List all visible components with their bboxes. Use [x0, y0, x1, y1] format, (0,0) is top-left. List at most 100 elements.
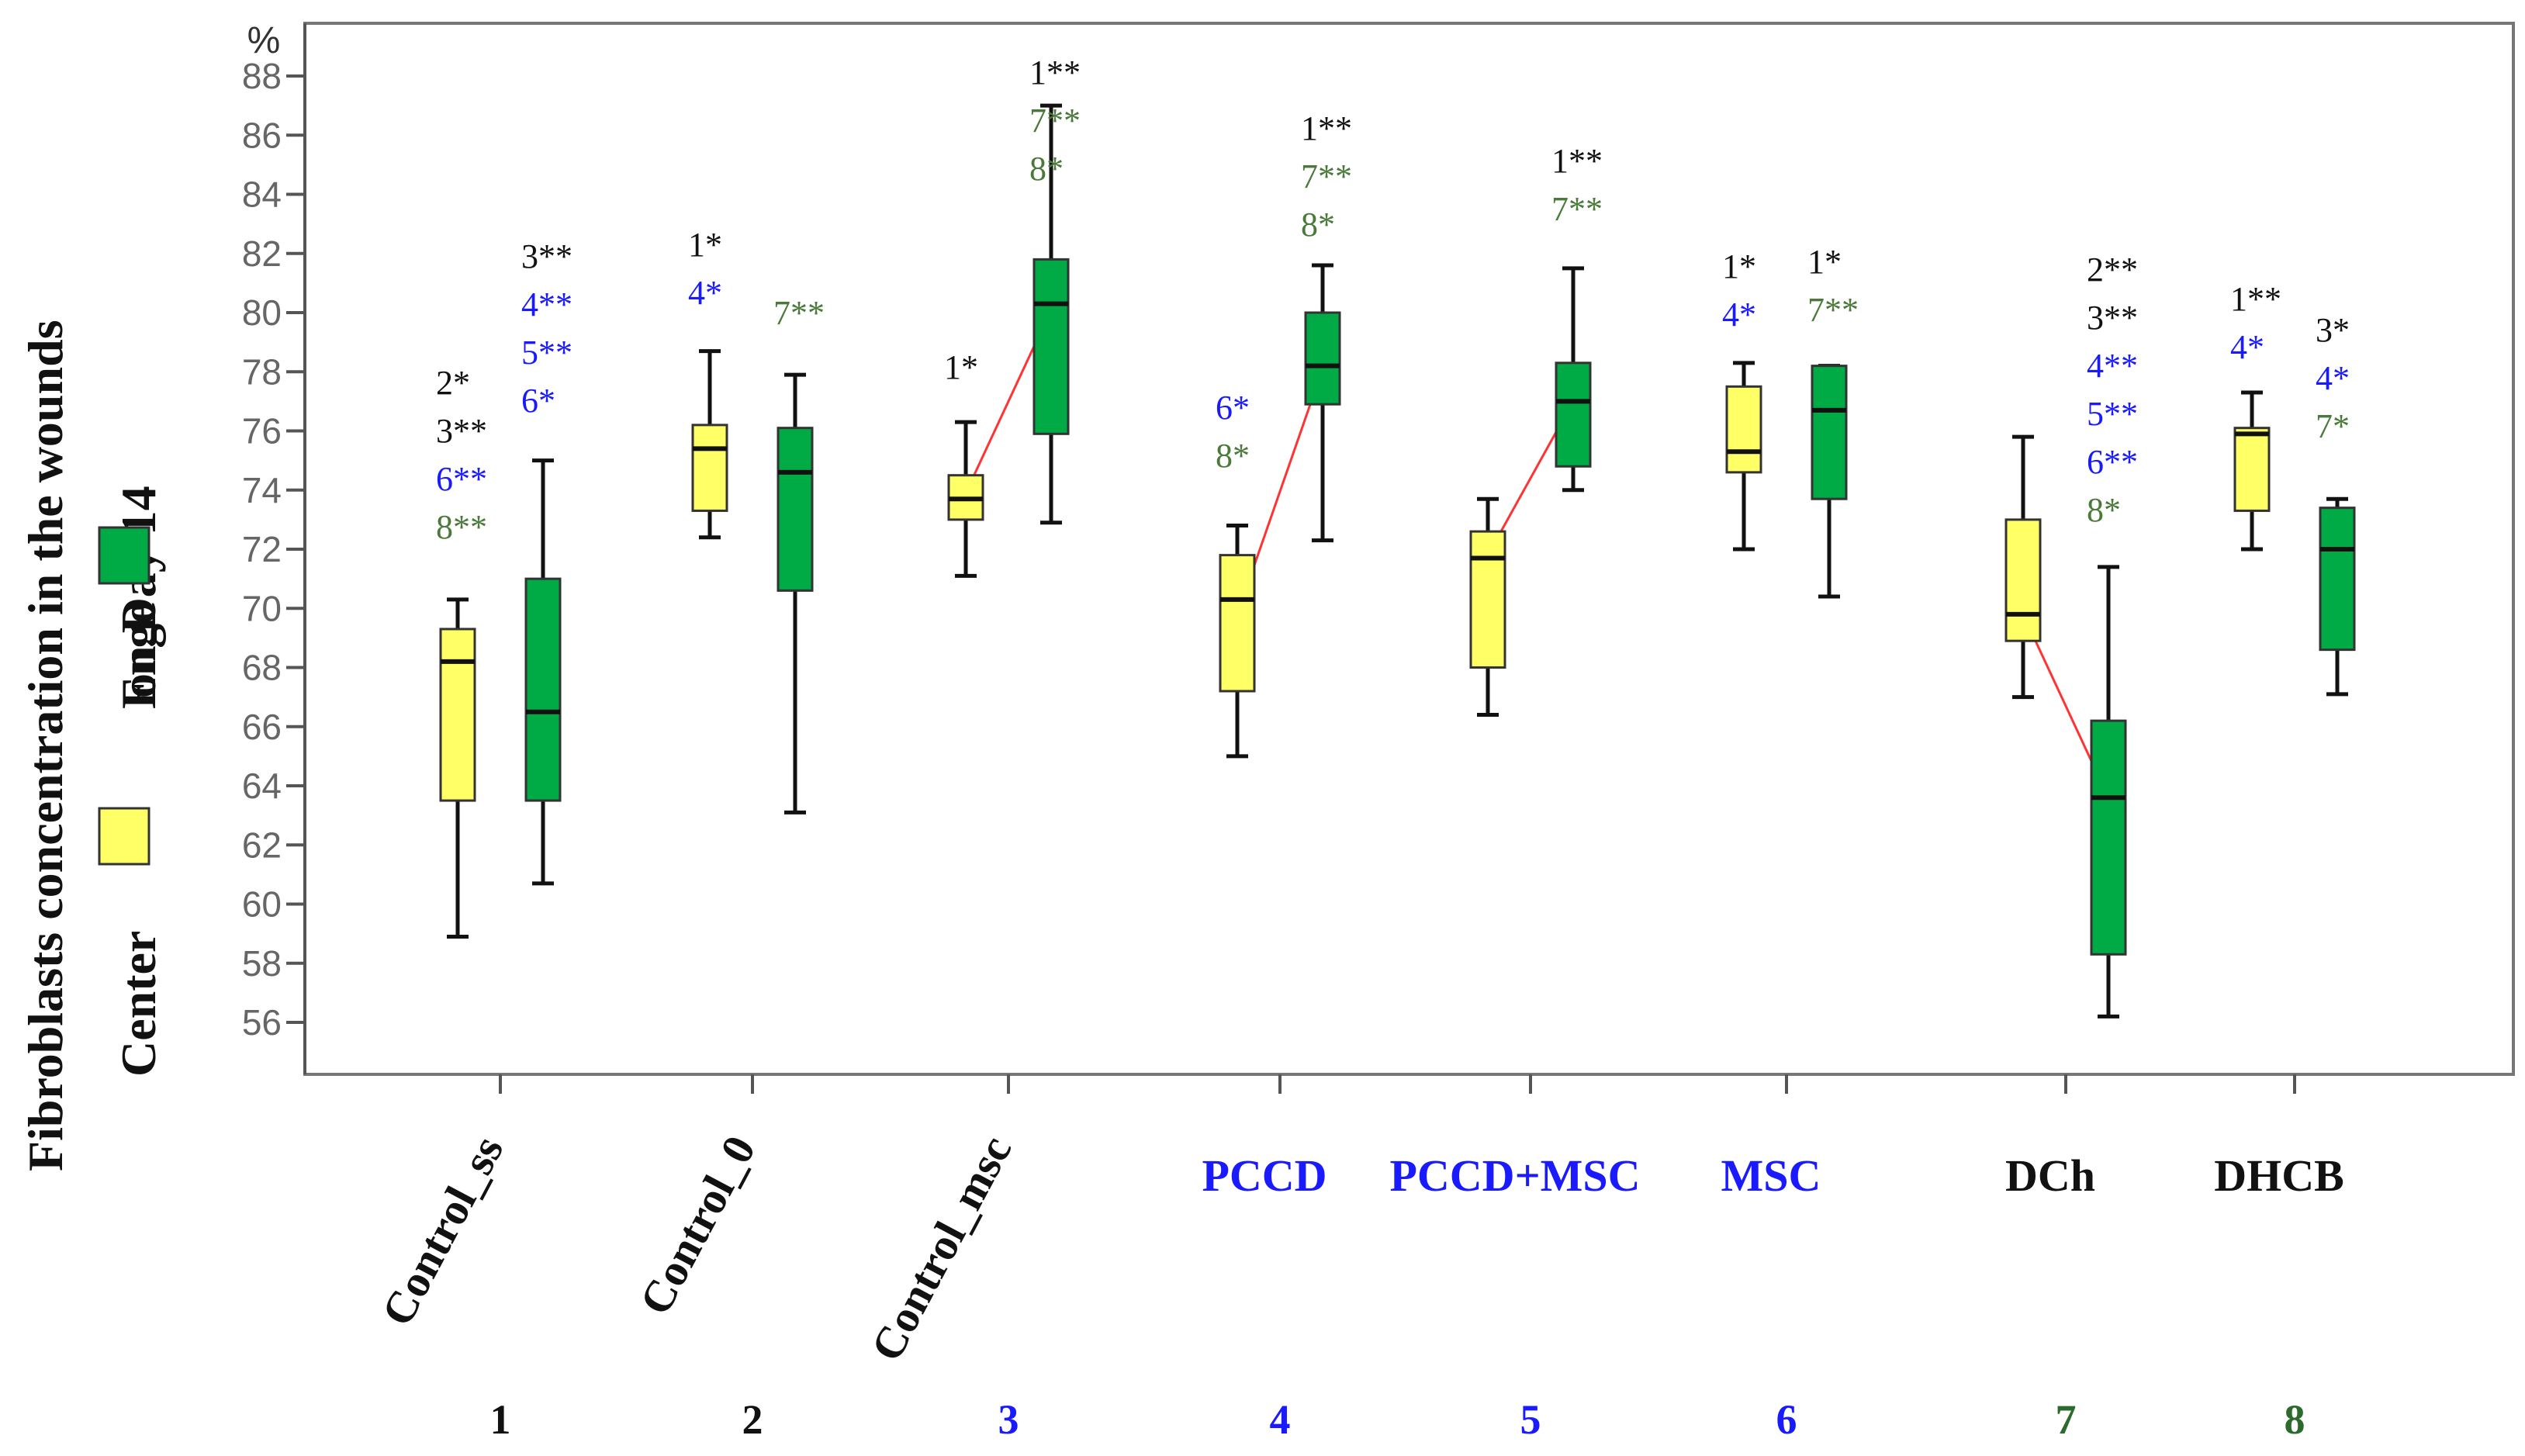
box-edge-2 [777, 372, 814, 814]
box-edge-1 [524, 458, 562, 886]
boxes [439, 103, 2356, 1019]
category-number: 4 [1270, 1396, 1291, 1443]
category-label: MSC [1721, 1150, 1821, 1201]
annotation-edge-4: 1** [1301, 109, 1352, 147]
box-iqr [2004, 518, 2042, 642]
significance-annotations: 2* 3** 6** 8** 3** 4** 5** 6* 1* 4* 7** 1* 1** 7** 8* 6… [436, 54, 2350, 546]
annotation-center-8: 1** [2230, 280, 2281, 318]
box-edge-8 [2319, 496, 2356, 697]
annotation-center-4: 6* [1216, 389, 1250, 427]
category-labels: Control_ss 1 Control_0 2 Control_msc 3 PCCD 4 PC… [372, 1128, 2344, 1443]
y-tick-label: 76 [242, 411, 282, 451]
annotation-edge-7: 3** [2087, 299, 2138, 337]
box-edge-6 [1811, 364, 1848, 599]
annotation-center-2: 1* [688, 226, 722, 264]
annotation-center-1: 2* [436, 364, 470, 402]
category-label: PCCD+MSC [1389, 1150, 1640, 1201]
category-number: 7 [2056, 1396, 2077, 1443]
category-label: Control_0 [630, 1128, 766, 1323]
annotation-edge-5: 1** [1551, 142, 1603, 180]
box-center-8 [2233, 390, 2271, 552]
annotation-center-6: 1* [1722, 247, 1756, 285]
annotation-edge-1: 4** [521, 285, 572, 323]
annotation-edge-7: 4** [2087, 347, 2138, 385]
legend: Center Enge [98, 526, 166, 1077]
annotation-center-3: 1* [944, 348, 978, 386]
annotation-edge-8: 7* [2316, 407, 2350, 445]
category-label: PCCD [1202, 1150, 1326, 1201]
box-center-1 [439, 597, 476, 939]
annotation-center-8: 4* [2230, 328, 2264, 366]
annotation-edge-4: 8* [1301, 206, 1335, 244]
box-iqr [1304, 311, 1341, 406]
y-tick-label: 56 [242, 1002, 282, 1043]
box-center-7 [2004, 434, 2042, 700]
category-label: Control_ss [372, 1128, 513, 1334]
y-tick-label: 66 [242, 707, 282, 747]
category-number: 8 [2285, 1396, 2305, 1443]
y-tick-label: 68 [242, 648, 282, 688]
category-number: 1 [490, 1396, 511, 1443]
box-iqr [1469, 530, 1506, 669]
y-tick-label: 80 [242, 292, 282, 333]
box-iqr [524, 577, 562, 802]
box-iqr [2233, 427, 2271, 512]
annotation-edge-8: 3* [2316, 311, 2350, 349]
box-iqr [1219, 554, 1256, 693]
annotation-edge-7: 6** [2087, 443, 2138, 481]
y-axis-title-line1: Fibroblasts concentration in the wounds [18, 320, 73, 1171]
box-iqr [777, 427, 814, 592]
annotation-edge-7: 2** [2087, 251, 2138, 289]
box-center-5 [1469, 496, 1506, 717]
box-center-2 [691, 349, 728, 540]
annotation-edge-6: 7** [1807, 291, 1859, 329]
y-tick-label: 70 [242, 588, 282, 628]
annotation-edge-7: 8* [2087, 491, 2121, 529]
annotation-edge-1: 6* [521, 382, 555, 420]
box-iqr [1725, 385, 1762, 474]
y-tick-label: 74 [242, 470, 282, 510]
annotation-edge-8: 4* [2316, 359, 2350, 397]
legend-label-center: Center [111, 931, 166, 1077]
annotation-edge-3: 1** [1029, 54, 1081, 92]
plot-frame [303, 22, 2515, 1076]
y-axis-ticks: 56 58 60 62 64 66 68 70 72 74 76 78 80 82 84 86 88 [242, 56, 305, 1043]
box-iqr [1032, 258, 1070, 435]
y-tick-label: 62 [242, 825, 282, 865]
annotation-edge-1: 3** [521, 237, 572, 275]
box-edge-7 [2090, 565, 2127, 1019]
annotation-edge-3: 7** [1029, 102, 1081, 140]
annotation-center-1: 3** [436, 412, 487, 450]
box-iqr [1811, 365, 1848, 500]
legend-swatch-center [98, 807, 150, 866]
box-iqr [2090, 719, 2127, 956]
annotation-center-4: 8* [1216, 437, 1250, 475]
category-number: 5 [1520, 1396, 1541, 1443]
box-iqr [2319, 507, 2356, 652]
category-label: DCh [2005, 1150, 2095, 1201]
y-axis-title: Fibroblasts concentration in the wounds … [18, 320, 166, 1171]
annotation-center-2: 4* [688, 274, 722, 312]
box-iqr [439, 628, 476, 802]
category-number: 3 [998, 1396, 1019, 1443]
box-iqr [1555, 361, 1592, 468]
category-label: DHCB [2214, 1150, 2344, 1201]
box-edge-5 [1555, 266, 1592, 493]
box-center-6 [1725, 361, 1762, 552]
y-tick-label: 72 [242, 529, 282, 569]
annotation-center-1: 6** [436, 460, 487, 498]
y-tick-label: 86 [242, 115, 282, 155]
category-number: 2 [742, 1396, 763, 1443]
box-center-3 [947, 420, 984, 578]
mean-lines [961, 305, 2113, 803]
y-tick-label: 60 [242, 884, 282, 925]
annotation-edge-6: 1* [1807, 243, 1842, 281]
legend-swatch-edge [98, 526, 150, 585]
annotation-center-6: 4* [1722, 296, 1756, 334]
annotation-edge-3: 8* [1029, 150, 1064, 188]
box-edge-3 [1032, 103, 1070, 525]
annotation-edge-1: 5** [521, 334, 572, 372]
x-axis-ticks [499, 1074, 2296, 1094]
box-center-4 [1219, 524, 1256, 759]
